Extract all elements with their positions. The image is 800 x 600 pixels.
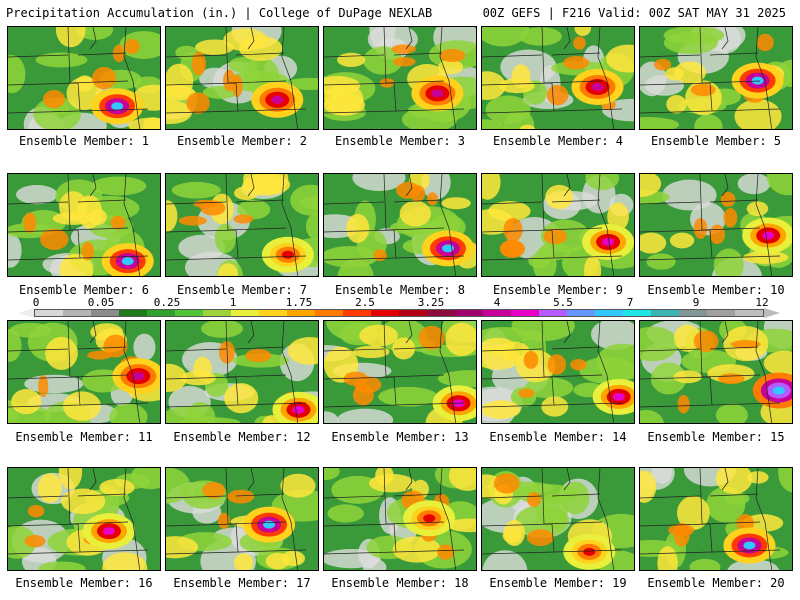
colorbar-tick-label: 1.75 <box>285 296 313 309</box>
ensemble-panel-13 <box>323 320 477 424</box>
colorbar-swatch <box>455 310 483 316</box>
colorbar-swatch <box>707 310 735 316</box>
colorbar-tick-label: 4 <box>493 296 501 309</box>
colorbar-min-arrow <box>18 308 34 318</box>
colorbar-tick-label: 9 <box>692 296 700 309</box>
colorbar-swatch <box>595 310 623 316</box>
colorbar-swatch <box>735 310 763 316</box>
colorbar-tick-label: 0.25 <box>153 296 181 309</box>
ensemble-panel-20 <box>639 467 793 571</box>
ensemble-member-label: Ensemble Member: 8 <box>334 283 466 297</box>
ensemble-member-label: Ensemble Member: 1 <box>18 134 150 148</box>
colorbar-strip <box>34 309 764 317</box>
ensemble-panel-16 <box>7 467 161 571</box>
model-valid-time: 00Z GEFS | F216 Valid: 00Z SAT MAY 31 20… <box>482 6 786 20</box>
colorbar-swatch <box>147 310 175 316</box>
colorbar-swatch <box>539 310 567 316</box>
colorbar-swatch <box>259 310 287 316</box>
ensemble-panel-9 <box>481 173 635 277</box>
colorbar-swatch <box>427 310 455 316</box>
colorbar-swatch <box>175 310 203 316</box>
ensemble-panel-1 <box>7 26 161 130</box>
ensemble-panel-17 <box>165 467 319 571</box>
colorbar-swatch <box>35 310 63 316</box>
ensemble-panel-7 <box>165 173 319 277</box>
colorbar-swatch <box>371 310 399 316</box>
colorbar-legend: 0 0.05 0.25 1 1.75 2.5 3.25 4 5.5 7 9 12 <box>0 296 800 320</box>
ensemble-member-label: Ensemble Member: 10 <box>647 283 785 297</box>
colorbar-swatch <box>343 310 371 316</box>
colorbar-swatch <box>511 310 539 316</box>
colorbar-swatch <box>231 310 259 316</box>
ensemble-member-label: Ensemble Member: 18 <box>331 576 469 590</box>
ensemble-member-label: Ensemble Member: 9 <box>492 283 624 297</box>
colorbar-tick-label: 12 <box>755 296 769 309</box>
ensemble-member-label: Ensemble Member: 14 <box>489 430 627 444</box>
ensemble-panel-15 <box>639 320 793 424</box>
map-title: Precipitation Accumulation (in.) | Colle… <box>6 6 433 20</box>
colorbar-max-arrow <box>764 308 780 318</box>
ensemble-member-label: Ensemble Member: 17 <box>173 576 311 590</box>
ensemble-panel-19 <box>481 467 635 571</box>
ensemble-panel-12 <box>165 320 319 424</box>
ensemble-member-label: Ensemble Member: 2 <box>176 134 308 148</box>
colorbar-swatch <box>203 310 231 316</box>
colorbar-swatch <box>119 310 147 316</box>
ensemble-member-label: Ensemble Member: 16 <box>15 576 153 590</box>
ensemble-member-label: Ensemble Member: 5 <box>650 134 782 148</box>
colorbar-swatch <box>63 310 91 316</box>
colorbar-tick-label: 0.05 <box>87 296 115 309</box>
colorbar-tick-label: 3.25 <box>417 296 445 309</box>
ensemble-panel-4 <box>481 26 635 130</box>
ensemble-member-label: Ensemble Member: 4 <box>492 134 624 148</box>
colorbar-swatch <box>679 310 707 316</box>
colorbar-swatch <box>567 310 595 316</box>
colorbar-tick-label: 5.5 <box>553 296 573 309</box>
colorbar-tick-label: 1 <box>229 296 237 309</box>
ensemble-member-label: Ensemble Member: 7 <box>176 283 308 297</box>
ensemble-panel-8 <box>323 173 477 277</box>
ensemble-member-label: Ensemble Member: 20 <box>647 576 785 590</box>
ensemble-member-label: Ensemble Member: 13 <box>331 430 469 444</box>
colorbar-swatch <box>623 310 651 316</box>
ensemble-member-label: Ensemble Member: 3 <box>334 134 466 148</box>
ensemble-panel-2 <box>165 26 319 130</box>
ensemble-member-label: Ensemble Member: 12 <box>173 430 311 444</box>
ensemble-panel-6 <box>7 173 161 277</box>
ensemble-panel-14 <box>481 320 635 424</box>
colorbar-tick-label: 2.5 <box>355 296 375 309</box>
colorbar-swatch <box>483 310 511 316</box>
ensemble-panel-11 <box>7 320 161 424</box>
colorbar-swatch <box>91 310 119 316</box>
ensemble-member-label: Ensemble Member: 15 <box>647 430 785 444</box>
colorbar-tick-label: 7 <box>626 296 634 309</box>
colorbar-swatch <box>287 310 315 316</box>
colorbar-swatch <box>651 310 679 316</box>
ensemble-member-label: Ensemble Member: 6 <box>18 283 150 297</box>
ensemble-panel-3 <box>323 26 477 130</box>
ensemble-member-label: Ensemble Member: 11 <box>15 430 153 444</box>
ensemble-panel-18 <box>323 467 477 571</box>
ensemble-member-label: Ensemble Member: 19 <box>489 576 627 590</box>
colorbar-tick-label: 0 <box>32 296 40 309</box>
ensemble-panel-5 <box>639 26 793 130</box>
ensemble-panel-10 <box>639 173 793 277</box>
colorbar-swatch <box>399 310 427 316</box>
colorbar-swatch <box>315 310 343 316</box>
